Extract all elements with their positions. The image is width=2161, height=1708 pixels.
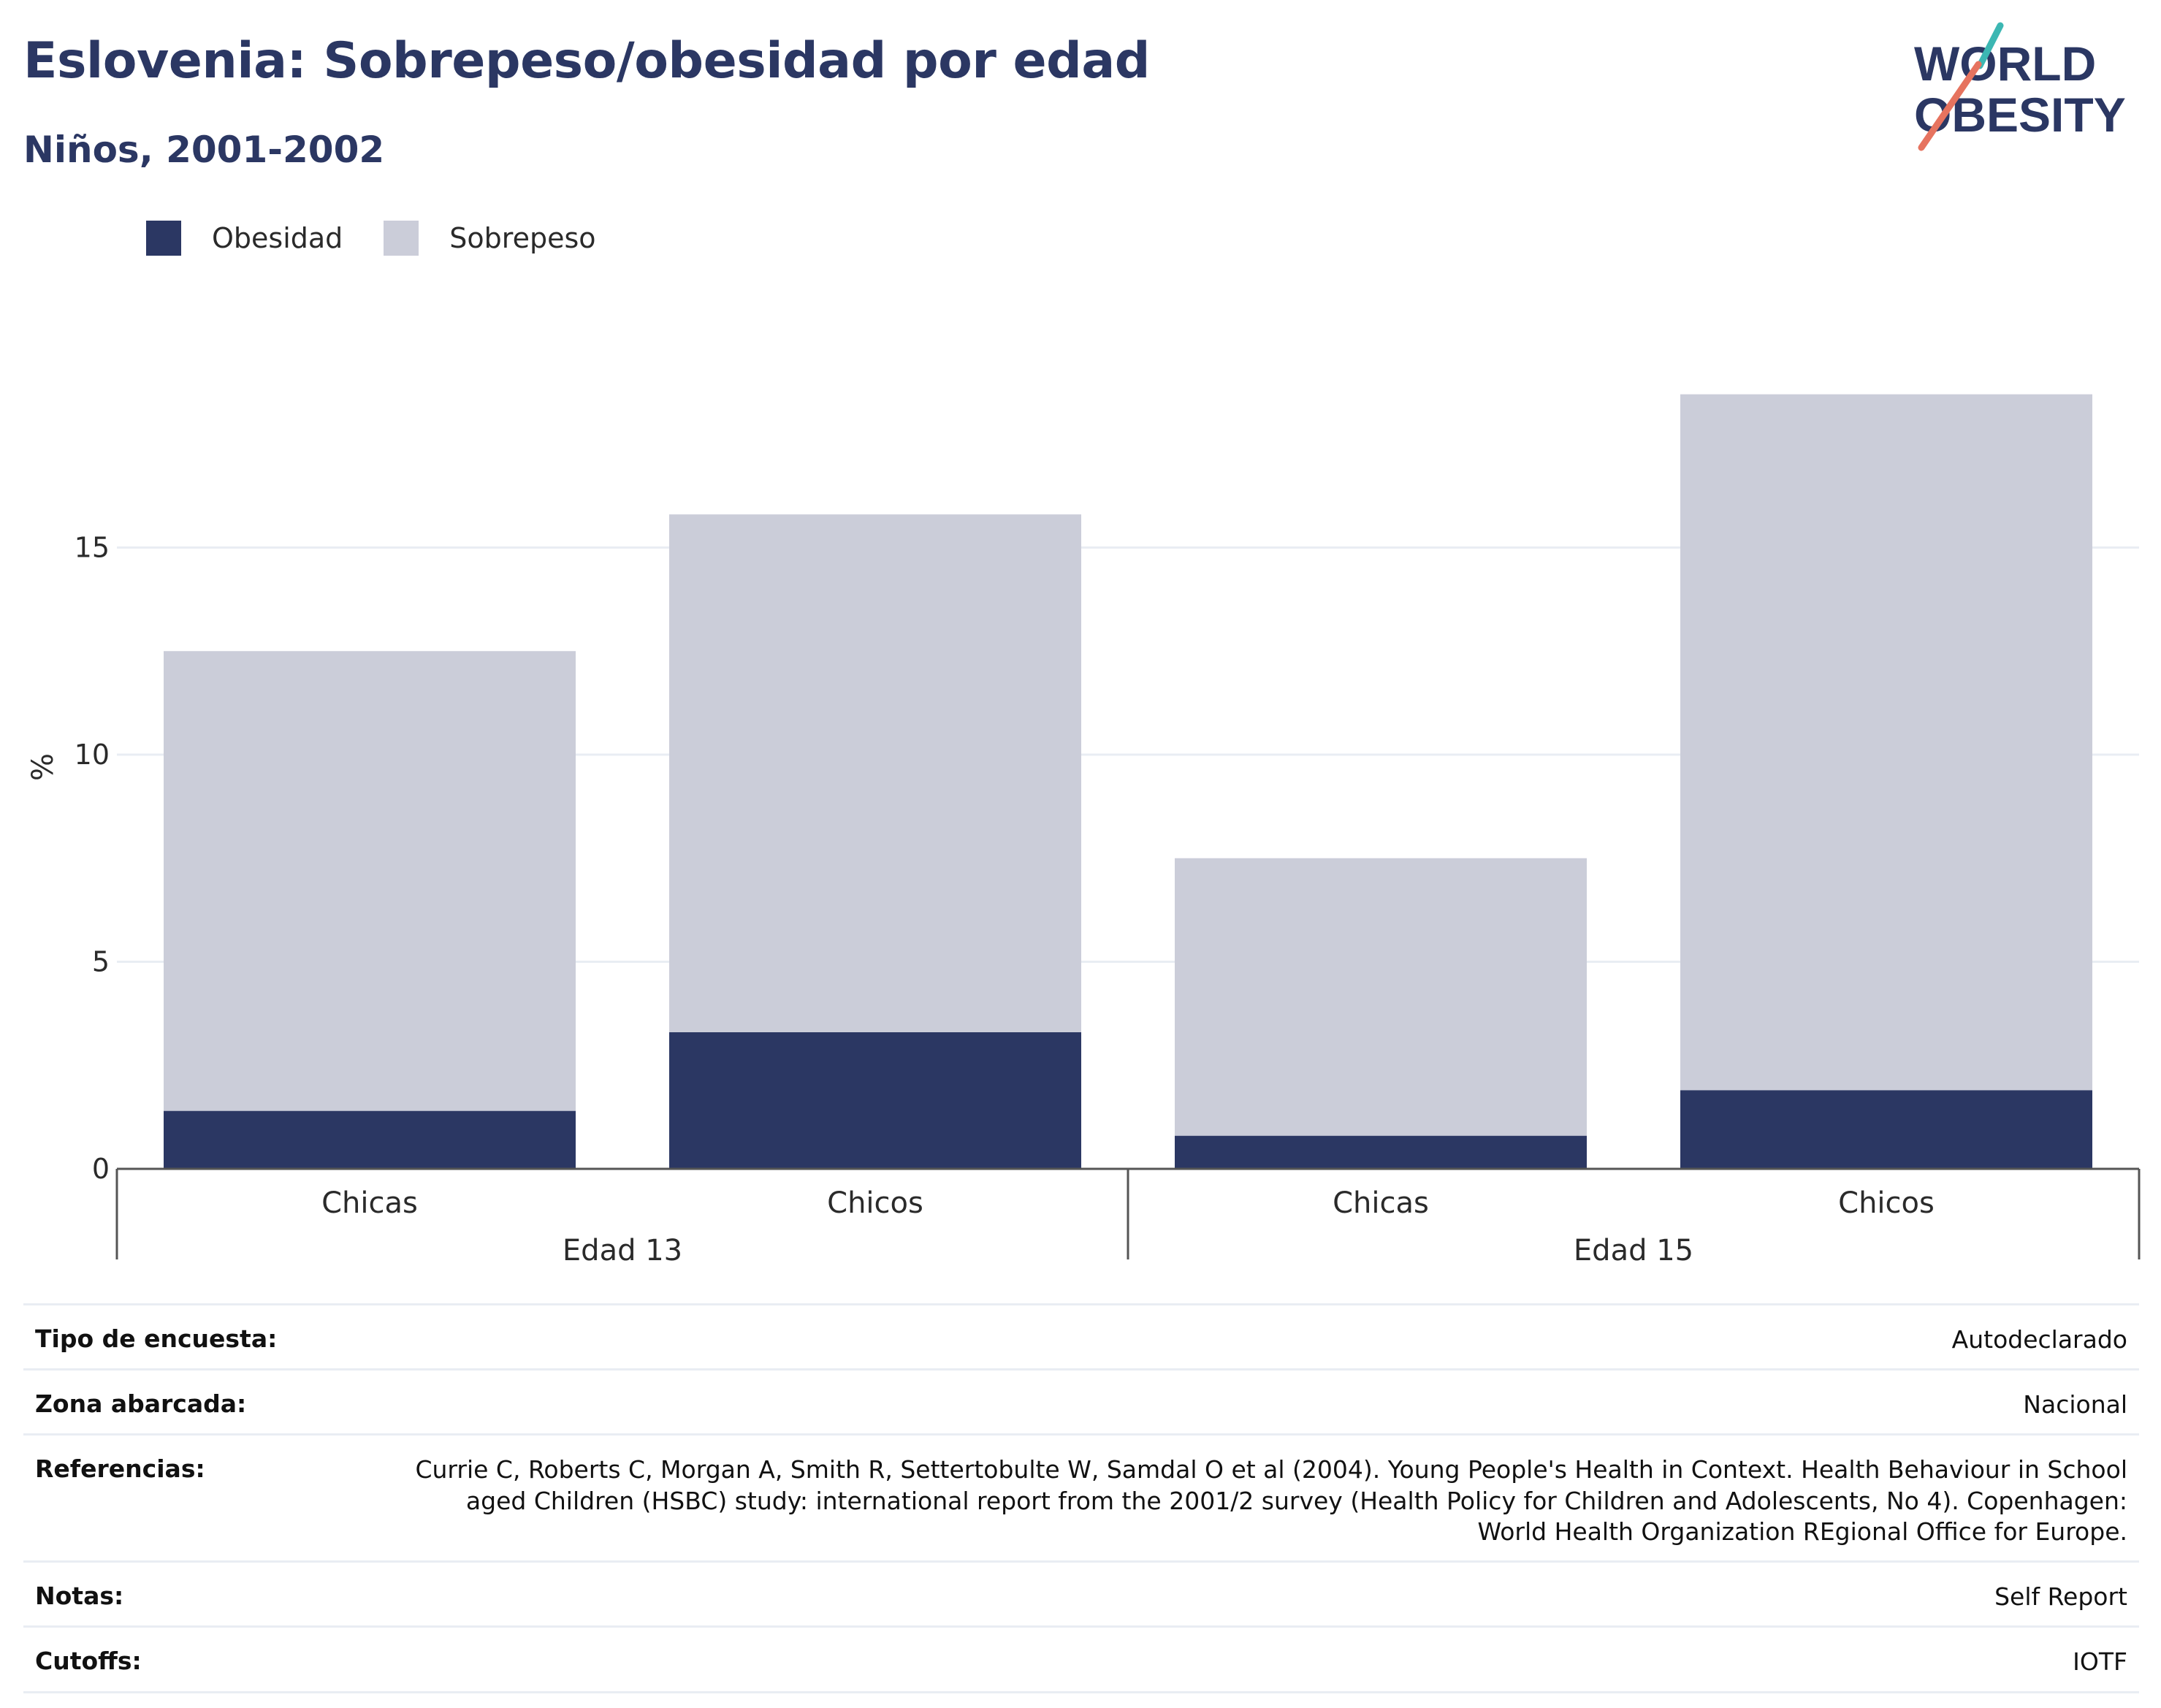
bar-sobrepeso [1680,394,2092,1091]
group-label: Edad 15 [1574,1234,1693,1267]
metadata-row: Referencias: Currie C, Roberts C, Morgan … [23,1433,2139,1560]
metadata-key: Tipo de encuesta: [35,1324,278,1353]
y-tick-label: 10 [75,739,110,771]
logo-slash-coral [1918,61,1982,151]
metadata-row: Cutoffs: IOTF [23,1625,2139,1693]
metadata-value: Nacional [2023,1390,2127,1419]
bar-sobrepeso [164,651,576,1111]
metadata-row: Tipo de encuesta: Autodeclarado [23,1303,2139,1368]
bar-sobrepeso [669,514,1081,1032]
chart-legend: Obesidad Sobrepeso [146,218,637,259]
legend-item-sobrepeso[interactable]: Sobrepeso [384,221,596,256]
world-obesity-logo: WORLD OBESITY [1914,22,2126,151]
metadata-value: Self Report [1994,1582,2127,1612]
legend-swatch-sobrepeso [384,221,419,256]
bar-chart: 0 5 10 15% Chicas Chicos Chicas Chicos Edad 13 Ed… [26,394,2141,1267]
x-tick-label: Chicos [827,1186,923,1220]
metadata-key: Cutoffs: [35,1647,142,1676]
x-tick-label: Chicas [321,1186,418,1220]
metadata-value: Autodeclarado [1951,1325,2127,1354]
metadata-key: Referencias: [35,1455,205,1484]
logo-text-obesity: OBESITY [1914,88,2126,142]
legend-swatch-obesidad [146,221,181,256]
metadata-key: Zona abarcada: [35,1389,247,1419]
metadata-row: Notas: Self Report [23,1560,2139,1625]
bar-obesidad [669,1032,1081,1169]
bar-obesidad [1175,1135,1587,1169]
metadata-table: Tipo de encuesta: Autodeclarado Zona abarc… [23,1303,2139,1693]
chart-title: Eslovenia: Sobrepeso/obesidad por edad [23,32,1150,90]
chart-subtitle: Niños, 2001-2002 [23,129,385,171]
x-tick-label: Chicos [1838,1186,1935,1220]
y-tick-label: 0 [92,1153,110,1185]
metadata-value: Currie C, Roberts C, Morgan A, Smith R, … [415,1455,2127,1546]
legend-item-obesidad[interactable]: Obesidad [146,221,343,256]
y-axis-label: % [26,753,60,781]
x-tick-label: Chicas [1333,1186,1429,1220]
legend-label-obesidad: Obesidad [212,222,343,254]
metadata-row: Zona abarcada: Nacional [23,1368,2139,1433]
legend-label-sobrepeso: Sobrepeso [449,222,596,254]
bar-sobrepeso [1175,858,1587,1136]
metadata-key: Notas: [35,1582,124,1611]
group-label: Edad 13 [563,1234,682,1267]
y-tick-label: 15 [75,532,110,564]
metadata-value: IOTF [2073,1647,2127,1677]
y-tick-label: 5 [92,946,110,978]
logo-text-world: WORLD [1914,37,2096,91]
bar-obesidad [164,1110,576,1169]
logo-slash-teal [1976,22,2004,69]
bar-obesidad [1680,1090,2092,1169]
